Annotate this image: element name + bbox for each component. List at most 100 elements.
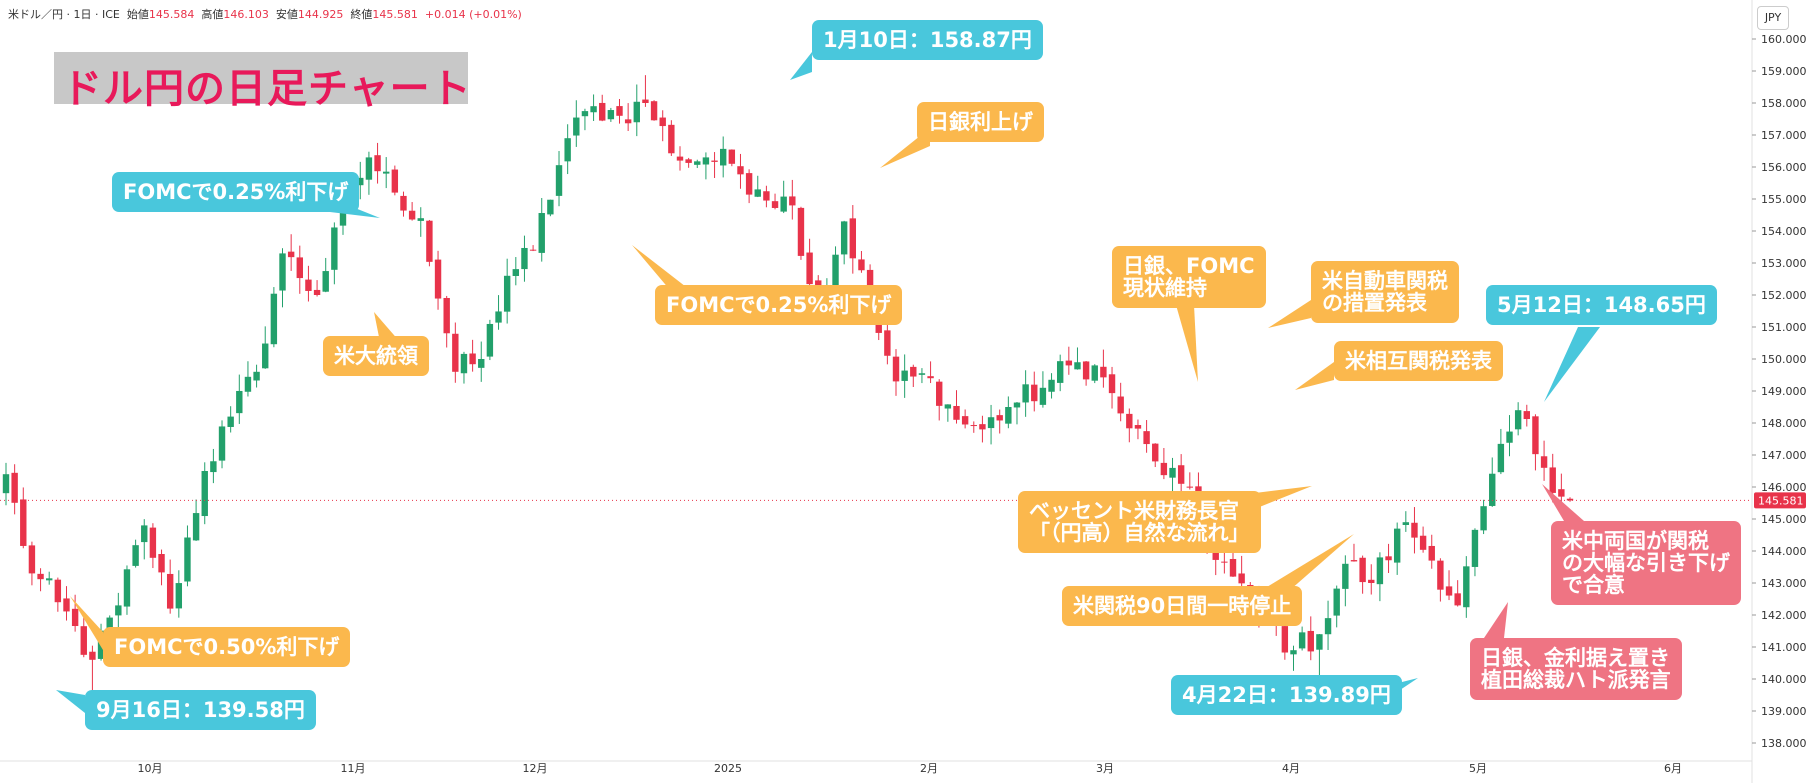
candle-body: [1290, 650, 1297, 655]
candle-body: [80, 626, 87, 655]
candle-body: [728, 149, 736, 164]
candle-body: [1316, 634, 1323, 650]
candle-body: [555, 165, 563, 196]
ohlc-legend: 米ドル／円 · 1日 · ICE 始値145.584 高値146.103 安値1…: [8, 6, 522, 22]
candle-body: [11, 472, 18, 503]
candle-body: [486, 323, 494, 357]
callout-pointer: [1295, 362, 1334, 390]
candle-body: [46, 578, 53, 581]
candle-body: [357, 177, 364, 186]
candle-body: [279, 253, 286, 291]
y-tick-label: 138.000: [1761, 737, 1807, 750]
candle-body: [382, 171, 390, 174]
candle-body: [901, 370, 908, 381]
y-tick-label: 148.000: [1761, 417, 1807, 430]
candle-body: [1022, 384, 1029, 403]
candle-body: [244, 376, 252, 392]
y-tick-label: 152.000: [1761, 289, 1807, 302]
candle-body: [1471, 529, 1479, 567]
x-tick-label: 12月: [523, 762, 548, 775]
candle-body: [1307, 630, 1314, 652]
candle-body: [28, 545, 36, 574]
candle-body: [1005, 407, 1012, 424]
candle-body: [918, 373, 926, 375]
y-tick-label: 158.000: [1761, 97, 1807, 110]
candle-body: [719, 148, 727, 166]
y-tick-label: 155.000: [1761, 193, 1807, 206]
y-tick-label: 159.000: [1761, 65, 1807, 78]
x-tick-label: 10月: [138, 762, 163, 775]
candle-body: [936, 381, 943, 406]
candle-body: [1445, 586, 1453, 596]
candle-body: [1506, 431, 1513, 443]
callout-pointer: [1176, 305, 1198, 382]
candle-body: [806, 252, 813, 285]
candle-body: [1221, 561, 1228, 563]
candle-body: [452, 333, 459, 372]
candle-body: [1074, 362, 1081, 370]
candle-body: [1376, 557, 1384, 585]
candle-body: [754, 189, 761, 197]
candle-body: [1359, 557, 1366, 583]
candle-body: [123, 569, 131, 607]
candle-body: [607, 110, 615, 120]
callout-pointer: [632, 245, 690, 290]
candle-body: [1566, 498, 1574, 501]
callout-tariff-pause: 米関税90日間一時停止: [1062, 586, 1303, 626]
x-tick-label: 6月: [1664, 762, 1682, 775]
callout-auto-tariff: 米自動車関税 の措置発表: [1311, 261, 1459, 323]
callout-pointer: [70, 596, 103, 650]
callout-pointer: [1262, 534, 1354, 590]
candle-body: [547, 199, 554, 215]
candle-body: [1428, 545, 1435, 561]
candle-body: [642, 99, 649, 103]
candle-body: [141, 525, 148, 543]
candle-body: [175, 583, 183, 609]
callout-boj-hike: 日銀利上げ: [917, 102, 1044, 142]
y-tick-label: 149.000: [1761, 385, 1807, 398]
candle-body: [633, 101, 640, 123]
candle-body: [884, 330, 891, 356]
open-label: 始値: [126, 8, 149, 21]
candle-body: [1298, 632, 1306, 649]
candle-body: [1532, 416, 1539, 455]
candle-body: [1368, 579, 1375, 583]
close-label: 終値: [350, 8, 373, 21]
candle-body: [1350, 560, 1358, 562]
candle-body: [426, 220, 433, 262]
candle-body: [858, 259, 865, 271]
candle-body: [529, 249, 537, 251]
candle-body: [63, 598, 70, 612]
candle-body: [1489, 473, 1496, 506]
y-tick-label: 140.000: [1761, 673, 1807, 686]
symbol-label: 米ドル／円 · 1日 · ICE: [8, 8, 120, 21]
candle-body: [253, 371, 260, 381]
candle-body: [339, 211, 347, 226]
candle-body: [71, 608, 79, 627]
candle-body: [1065, 360, 1073, 366]
callout-pointer: [1542, 484, 1584, 521]
candle-body: [668, 124, 675, 154]
candle-body: [374, 155, 381, 172]
candle-body: [443, 297, 450, 334]
candle-body: [434, 259, 442, 299]
candle-body: [590, 106, 597, 113]
high-value: 146.103: [223, 8, 269, 21]
candle-body: [1134, 425, 1142, 429]
candle-body: [503, 275, 511, 312]
candle-body: [564, 138, 571, 162]
candle-body: [1031, 384, 1038, 402]
callout-pointer: [790, 52, 812, 80]
x-tick-label: 3月: [1096, 762, 1114, 775]
candle-body: [270, 293, 278, 345]
candle-body: [287, 251, 295, 258]
callout-may12: 5月12日：148.65円: [1486, 285, 1717, 325]
candle-body: [149, 527, 157, 558]
y-tick-label: 153.000: [1761, 257, 1807, 270]
candle-body: [616, 106, 623, 116]
candle-body: [1342, 563, 1349, 589]
last-price-label: 145.581: [1758, 494, 1804, 507]
x-tick-label: 4月: [1282, 762, 1300, 775]
currency-button[interactable]: JPY: [1757, 6, 1789, 30]
y-tick-label: 154.000: [1761, 225, 1807, 238]
